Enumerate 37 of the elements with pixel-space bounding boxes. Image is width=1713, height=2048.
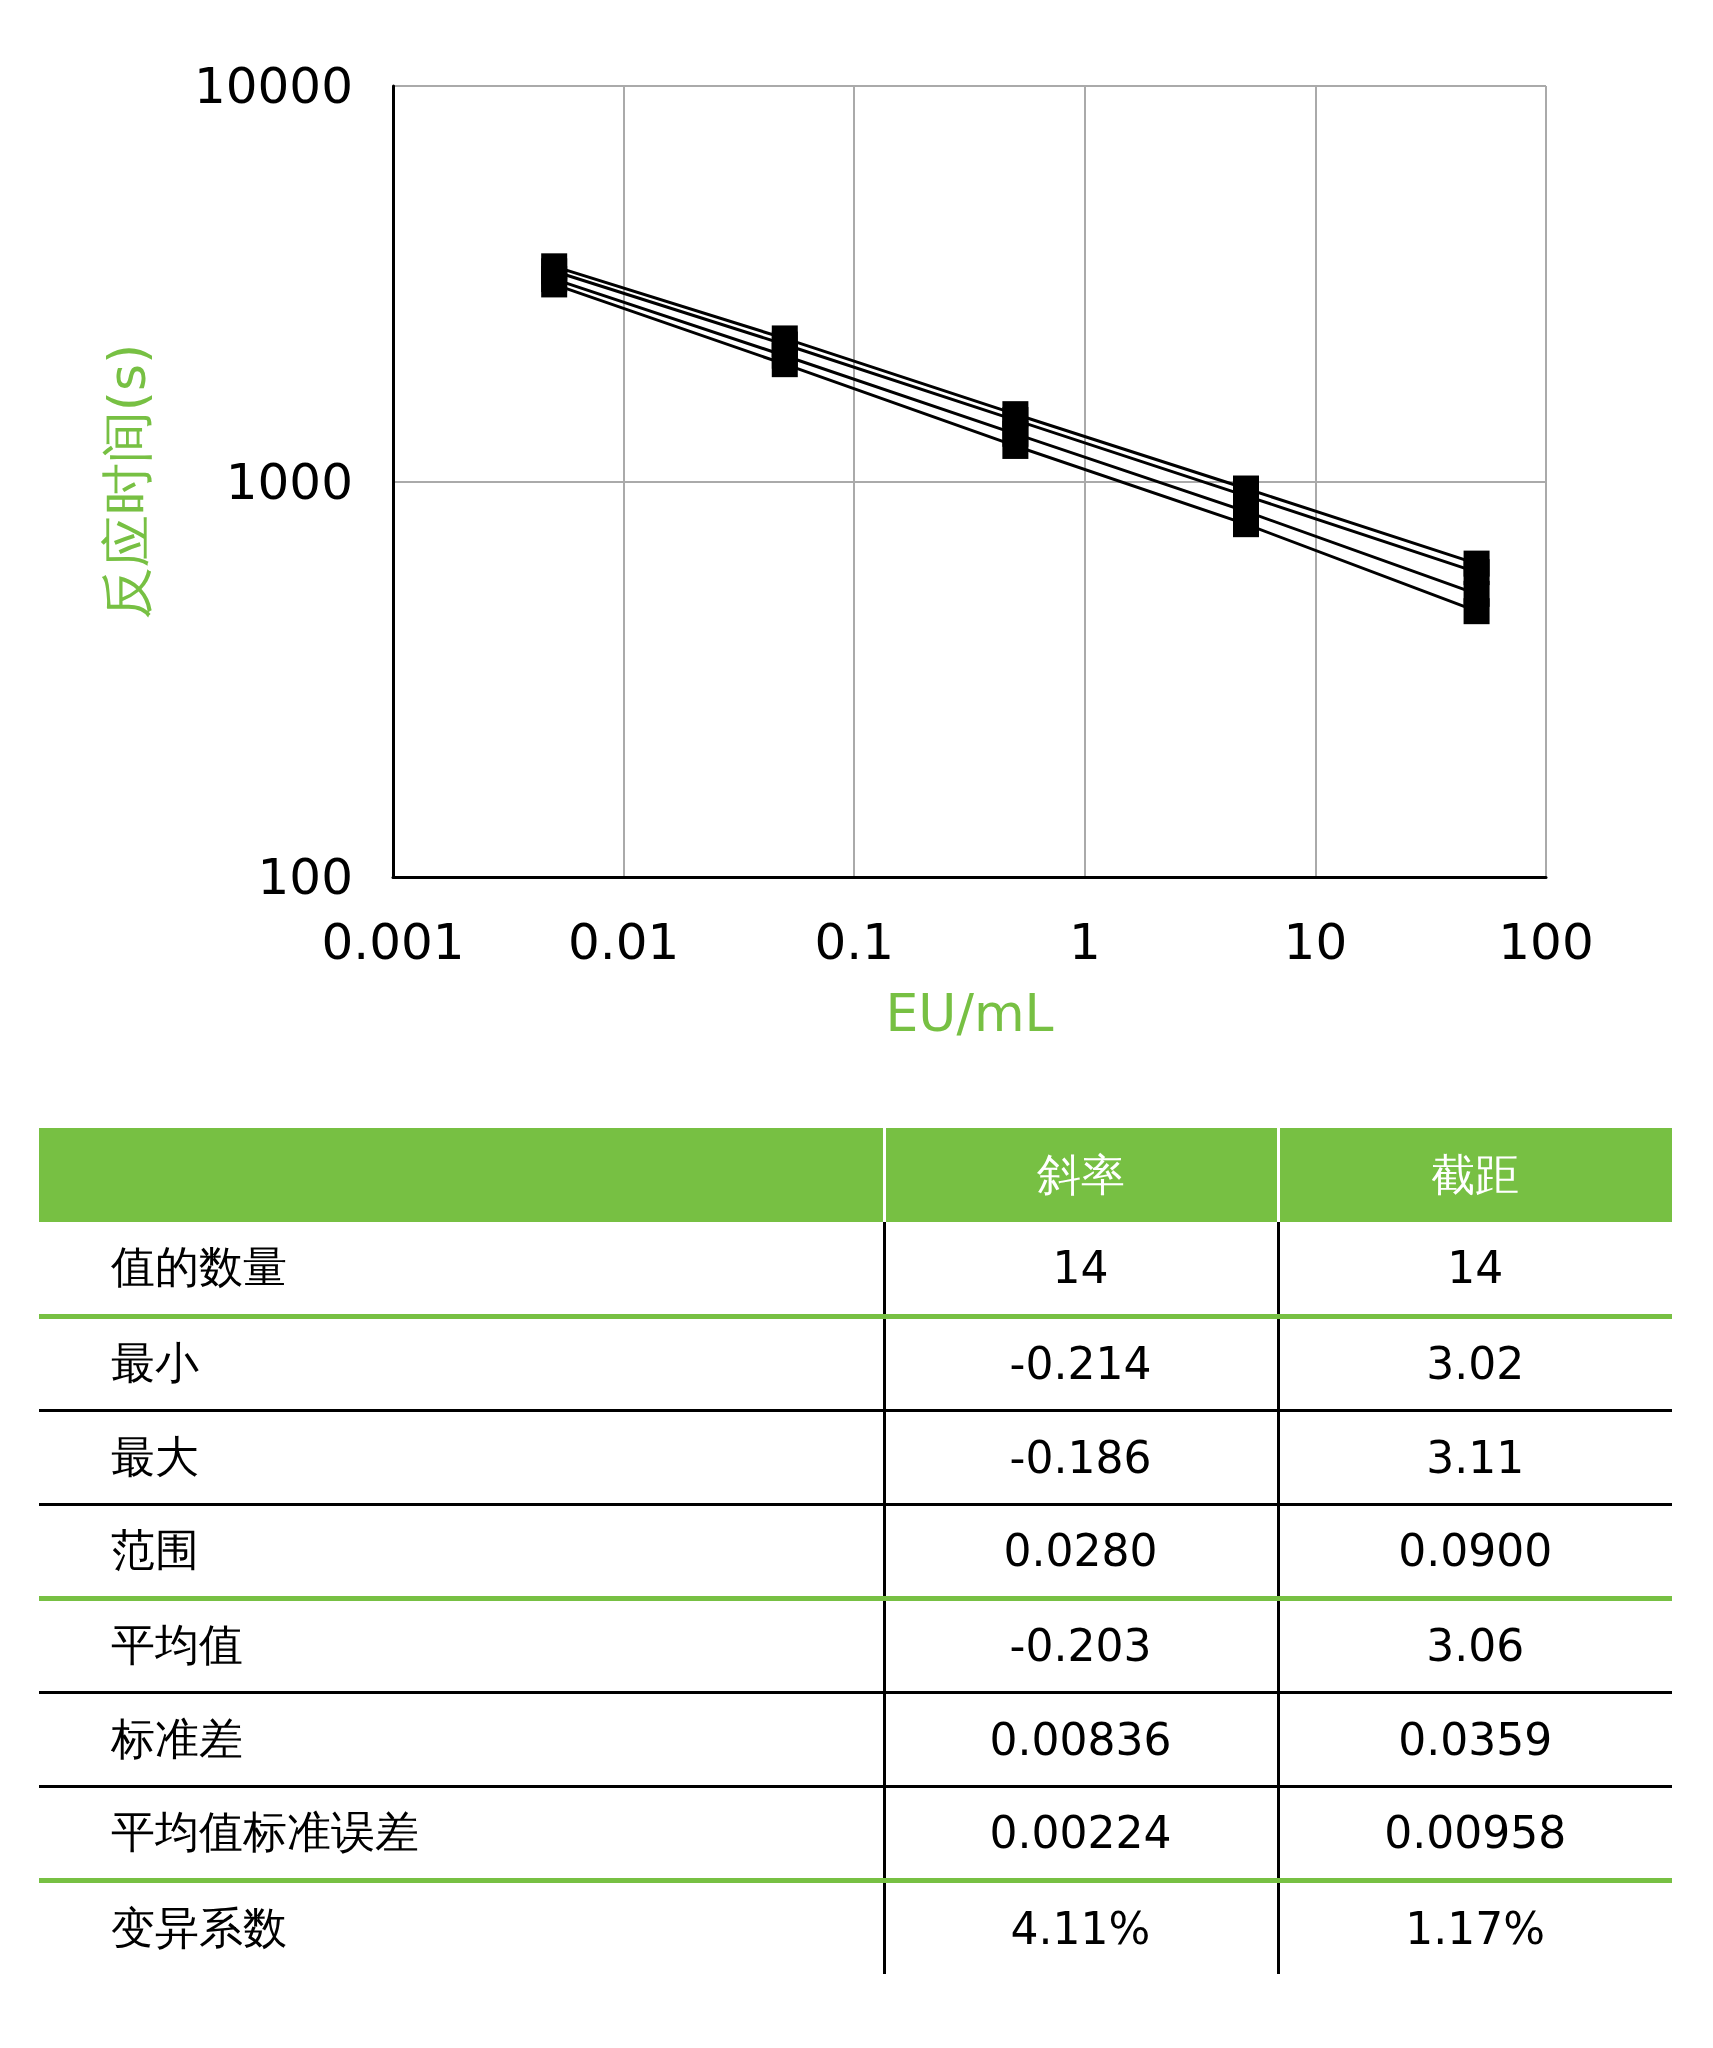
text: 值的数量 bbox=[110, 1240, 288, 1295]
text: 0.0900 bbox=[1278, 1504, 1672, 1598]
text: 14 bbox=[1278, 1222, 1672, 1316]
text: 标准差 bbox=[110, 1711, 244, 1766]
text: 0.0280 bbox=[884, 1504, 1278, 1598]
text: -0.214 bbox=[884, 1316, 1278, 1410]
text: 3.06 bbox=[1278, 1598, 1672, 1692]
text: 0.00958 bbox=[1278, 1786, 1672, 1880]
text: 4.11% bbox=[884, 1880, 1278, 1974]
text: -0.203 bbox=[884, 1598, 1278, 1692]
text: 3.11 bbox=[1278, 1410, 1672, 1504]
x-tick-label: 0.001 bbox=[321, 913, 465, 971]
text: 0.0359 bbox=[1278, 1692, 1672, 1786]
y-axis-title: 反应时间(s) bbox=[97, 343, 157, 620]
y-tick-label: 10000 bbox=[193, 57, 353, 115]
text: -0.186 bbox=[884, 1410, 1278, 1504]
text: 0.00836 bbox=[884, 1692, 1278, 1786]
x-tick-label: 0.1 bbox=[814, 913, 894, 971]
x-tick-label: 100 bbox=[1498, 913, 1594, 971]
text: 变异系数 bbox=[110, 1900, 288, 1955]
x-tick-label: 1 bbox=[1068, 913, 1101, 971]
x-axis-title: EU/mL bbox=[885, 983, 1054, 1043]
text: 3.02 bbox=[1278, 1316, 1672, 1410]
x-tick-label: 10 bbox=[1283, 913, 1348, 971]
text: 最大 bbox=[110, 1429, 200, 1484]
y-tick-label: 100 bbox=[257, 848, 353, 906]
text: 0.00224 bbox=[884, 1786, 1278, 1880]
text: 最小 bbox=[110, 1336, 200, 1390]
category-label: 斜率 bbox=[884, 1128, 1278, 1222]
y-tick-label: 1000 bbox=[225, 452, 353, 511]
text: 1.17% bbox=[1278, 1880, 1672, 1974]
text: 范围 bbox=[110, 1523, 200, 1577]
x-tick-label: 0.01 bbox=[567, 913, 680, 971]
text: 平均值 bbox=[110, 1618, 244, 1672]
category-label: 截距 bbox=[1278, 1128, 1672, 1222]
text: 14 bbox=[884, 1222, 1278, 1316]
text: 平均值标准误差 bbox=[110, 1805, 420, 1859]
